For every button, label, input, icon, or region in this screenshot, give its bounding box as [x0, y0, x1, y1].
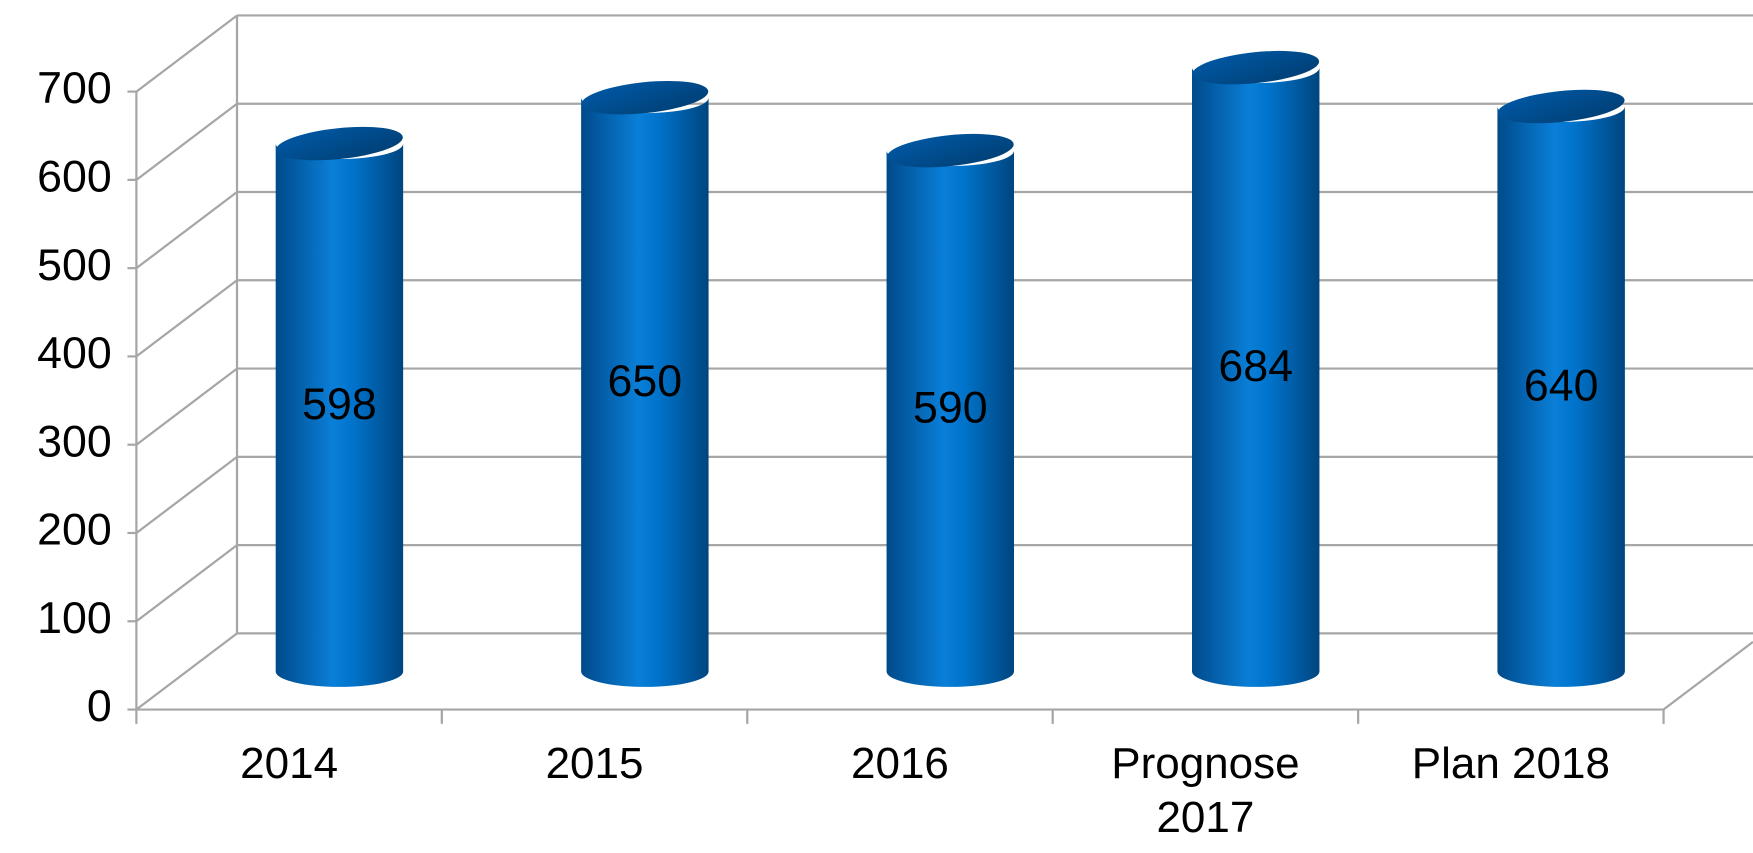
- x-tick-label: 2016: [851, 739, 949, 789]
- side-grid-line: [135, 14, 238, 93]
- bar-top: [1497, 89, 1625, 124]
- data-label: 598: [302, 380, 377, 429]
- data-label: 590: [913, 384, 988, 433]
- y-tick-label: 400: [37, 329, 112, 378]
- x-tick-label: Plan 2018: [1411, 739, 1610, 789]
- bar: [886, 150, 1015, 687]
- bar: [1191, 67, 1320, 687]
- data-label: 650: [608, 357, 683, 406]
- y-tick-label: 0: [87, 682, 112, 731]
- side-grid-line: [135, 455, 238, 534]
- floor-right-edge: [1662, 640, 1753, 711]
- side-grid-line: [135, 102, 238, 181]
- bar-top: [276, 126, 403, 161]
- bar: [275, 143, 404, 687]
- side-grid-line: [135, 632, 238, 711]
- bar-top: [1192, 50, 1320, 85]
- x-tick-label: 2014: [240, 739, 339, 789]
- side-grid-line: [135, 367, 238, 446]
- data-label: 684: [1218, 342, 1293, 391]
- bar-top: [886, 133, 1014, 168]
- x-tick-label: 2015: [545, 739, 644, 789]
- bar: [581, 97, 709, 687]
- side-grid-line: [135, 191, 238, 270]
- bar-top: [581, 80, 709, 115]
- side-grid-line: [135, 544, 238, 623]
- y-tick-label: 700: [37, 65, 112, 114]
- bar: [1497, 106, 1625, 687]
- data-label: 640: [1524, 362, 1599, 411]
- x-tick-label: Prognose 2017: [1111, 739, 1300, 843]
- y-tick-label: 200: [37, 506, 112, 555]
- side-grid-line: [135, 279, 238, 358]
- y-tick-label: 300: [37, 418, 112, 467]
- y-tick-label: 500: [37, 241, 112, 290]
- y-tick-label: 600: [37, 153, 112, 202]
- y-tick-label: 100: [37, 594, 112, 643]
